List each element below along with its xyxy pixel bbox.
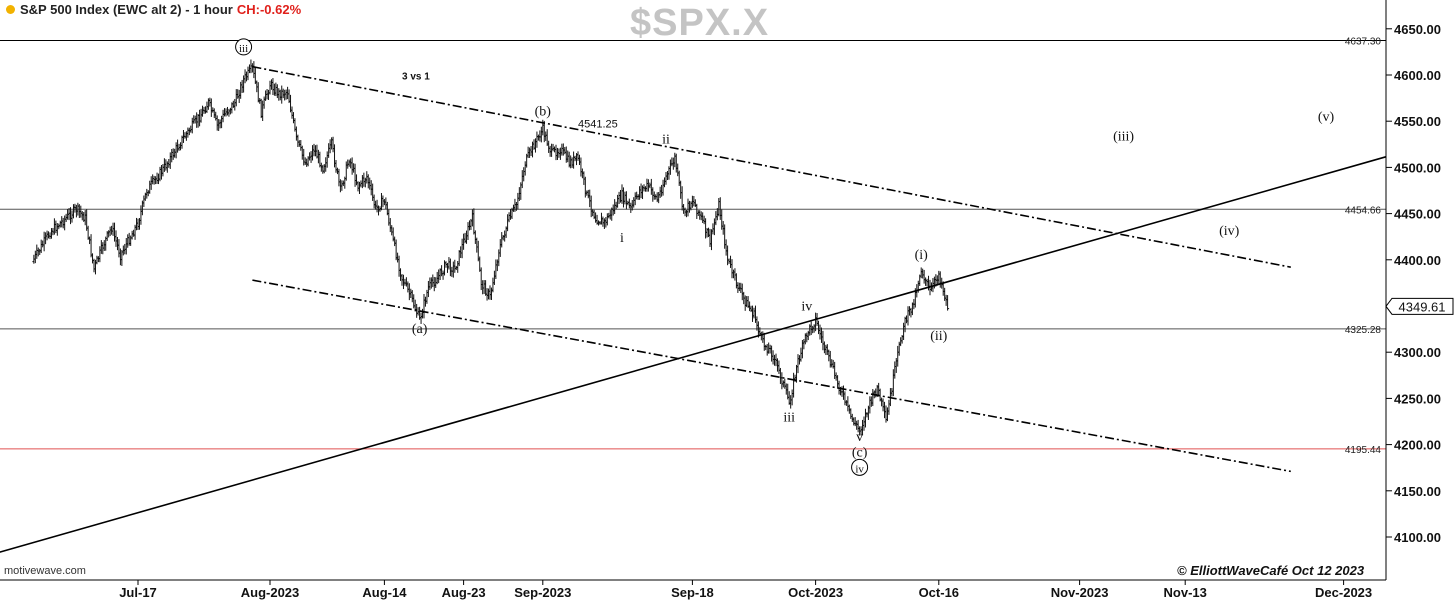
x-tick-label: Nov-13 (1164, 585, 1207, 600)
x-tick-label: Sep-2023 (514, 585, 571, 600)
level-label: 4637.30 (1345, 37, 1382, 48)
wave-label: ii (662, 132, 670, 147)
channel-line (252, 65, 1291, 268)
price-bar (946, 295, 950, 311)
chart-header: S&P 500 Index (EWC alt 2) - 1 hour CH:-0.… (6, 2, 301, 17)
channel-line (252, 279, 1291, 473)
solid-trend-line (0, 155, 1388, 553)
last-price-marker: 4349.61 (1385, 297, 1454, 315)
wave-label: iii (783, 411, 795, 426)
y-tick-label: 4100.00 (1394, 530, 1441, 545)
x-axis: Jul-17 Aug-2023 Aug-14 Aug-23 Sep-2023 Sep-18… (119, 580, 1372, 600)
y-tick-label: 4450.00 (1394, 207, 1441, 222)
horizontal-levels (0, 40, 1386, 450)
wave-label: 3 vs 1 (402, 72, 430, 83)
y-tick-label: 4250.00 (1394, 391, 1441, 406)
x-tick-label: Aug-23 (442, 585, 486, 600)
last-price-box (1385, 297, 1454, 315)
wave-circle (235, 38, 253, 56)
y-tick-label: 4150.00 (1394, 484, 1441, 499)
wave-label: (a) (412, 322, 428, 337)
x-tick-label: Nov-2023 (1051, 585, 1109, 600)
plot-area (0, 0, 1386, 580)
level-label: 4325.28 (1345, 325, 1382, 336)
y-tick-label: 4550.00 (1394, 114, 1441, 129)
x-tick-label: Aug-14 (362, 585, 407, 600)
x-tick-label: Oct-16 (919, 585, 959, 600)
wave-circle (851, 458, 869, 476)
wave-label: (b) (535, 105, 552, 120)
wave-label: (c) (852, 446, 868, 461)
level-label: 4195.44 (1345, 445, 1382, 456)
wave-label: iv (855, 463, 864, 475)
symbol-watermark: $SPX.X (630, 2, 770, 44)
x-tick-label: Jul-17 (119, 585, 157, 600)
level-label: 4454.66 (1345, 205, 1382, 216)
last-price-label: 4349.61 (1399, 299, 1446, 314)
change-percent: CH:-0.62% (236, 2, 302, 17)
trend-lines (0, 65, 1388, 553)
y-tick-label: 4650.00 (1394, 22, 1441, 37)
wave-label: (iv) (1219, 224, 1240, 239)
price-bars (32, 59, 950, 436)
x-tick-label: Dec-2023 (1315, 585, 1372, 600)
y-tick-label: 4400.00 (1394, 253, 1441, 268)
y-tick-label: 4500.00 (1394, 160, 1441, 175)
wave-label: i (620, 231, 624, 246)
x-tick-label: Oct-2023 (788, 585, 843, 600)
y-tick-label: 4200.00 (1394, 438, 1441, 453)
level-labels: 4637.30 4454.66 4325.28 4195.44 (1345, 37, 1382, 456)
wave-label: 4541.25 (578, 119, 618, 131)
wave-label: v (856, 430, 863, 445)
wave-label: (ii) (930, 329, 947, 344)
x-tick-label: Aug-2023 (241, 585, 300, 600)
chart-title: S&P 500 Index (EWC alt 2) - 1 hour (20, 2, 233, 17)
wave-label: (iii) (1113, 130, 1134, 145)
source-label: motivewave.com (4, 565, 86, 577)
wave-label: (i) (915, 248, 929, 263)
x-tick-label: Sep-18 (671, 585, 714, 600)
wave-label: (v) (1318, 110, 1335, 125)
wave-label: iii (239, 43, 248, 55)
copyright-label: © ElliottWaveCafé Oct 12 2023 (1177, 563, 1365, 578)
y-tick-label: 4300.00 (1394, 345, 1441, 360)
wave-label: iv (801, 300, 812, 315)
y-tick-label: 4600.00 (1394, 68, 1441, 83)
status-dot-icon (6, 5, 15, 14)
